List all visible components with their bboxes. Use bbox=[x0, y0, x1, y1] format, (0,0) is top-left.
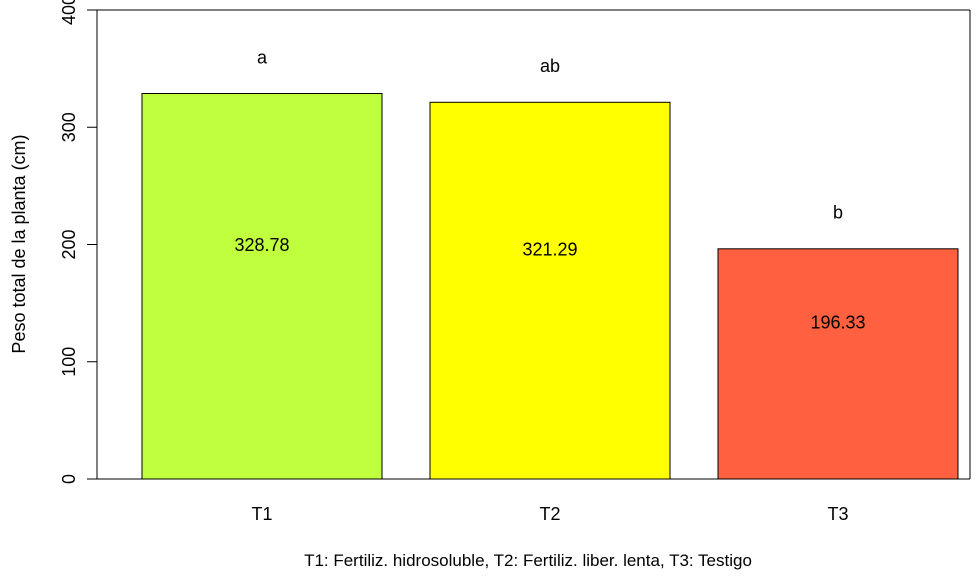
y-axis: 0 100 200 300 400 bbox=[59, 0, 98, 484]
bar-t2 bbox=[429, 101, 671, 480]
bar-value-label: 196.33 bbox=[810, 313, 865, 333]
y-axis-title: Peso total de la planta (cm) bbox=[9, 134, 29, 353]
significance-letter: ab bbox=[540, 56, 560, 76]
bar-t1 bbox=[141, 93, 383, 480]
significance-letter: a bbox=[257, 47, 268, 67]
significance-letter: b bbox=[833, 203, 843, 223]
bar-value-label: 321.29 bbox=[522, 239, 577, 259]
y-tick-label: 200 bbox=[59, 229, 79, 259]
y-tick-label: 0 bbox=[59, 474, 79, 484]
y-tick-label: 400 bbox=[59, 0, 79, 25]
bar-value-label: 328.78 bbox=[234, 235, 289, 255]
x-axis: T1 T2 T3 bbox=[97, 478, 970, 524]
y-tick-label: 100 bbox=[59, 347, 79, 377]
y-tick-label: 300 bbox=[59, 112, 79, 142]
x-tick-label: T2 bbox=[539, 504, 560, 524]
plot-frame bbox=[97, 9, 971, 479]
bar-t3 bbox=[717, 248, 959, 480]
x-tick-label: T1 bbox=[251, 504, 272, 524]
x-axis-caption: T1: Fertiliz. hidrosoluble, T2: Fertiliz… bbox=[304, 551, 752, 570]
bars: 328.78 a 321.29 ab 196.33 b bbox=[141, 47, 959, 480]
x-tick-label: T3 bbox=[827, 504, 848, 524]
